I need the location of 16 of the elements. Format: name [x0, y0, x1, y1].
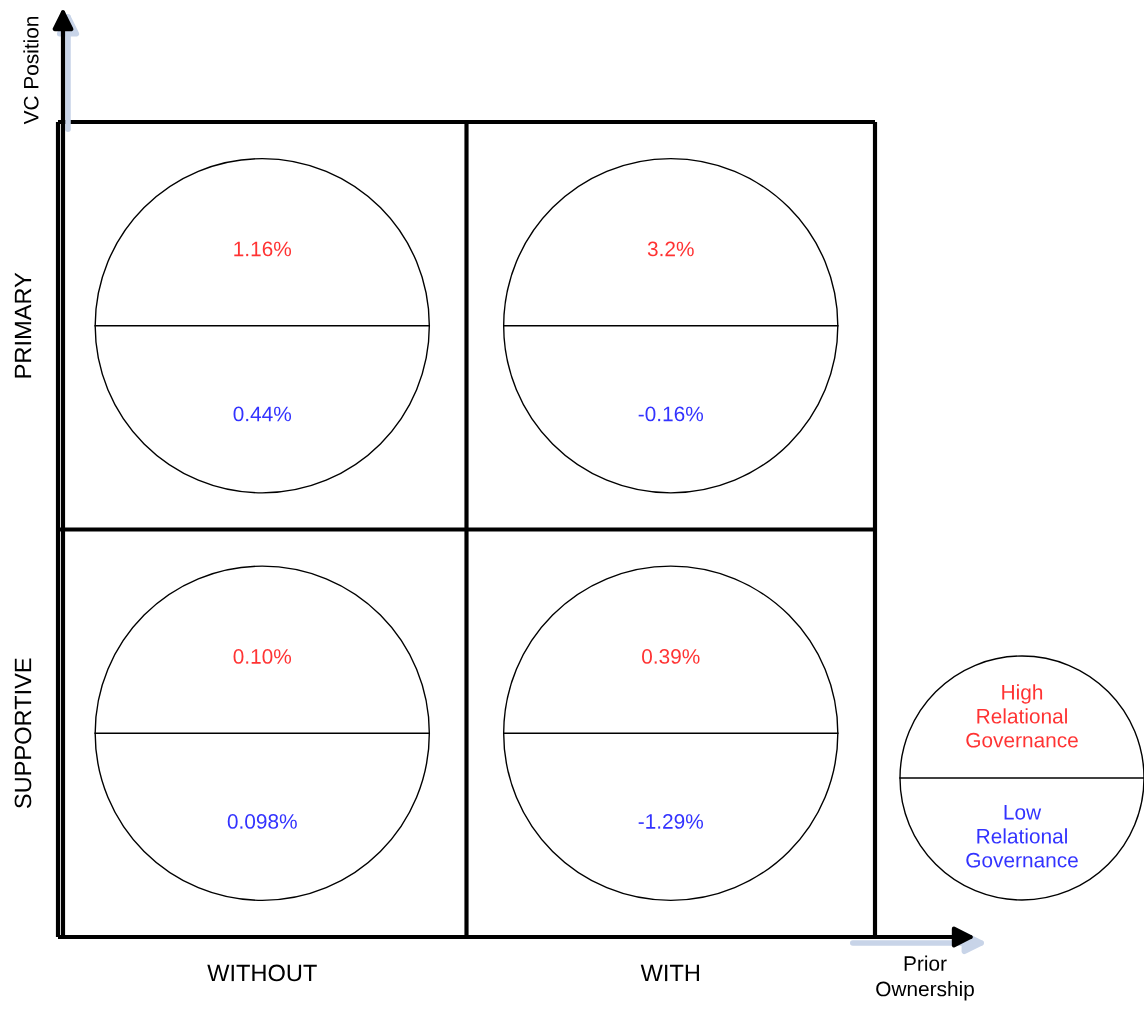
data-label: 0.39%	[642, 649, 700, 664]
data-label: -0.16%	[638, 406, 704, 422]
category-label: WITH	[640, 964, 699, 982]
text: Prior Ownership	[876, 955, 974, 1001]
data-label: 0.10%	[233, 649, 292, 664]
data-label: 0.098%	[227, 814, 297, 829]
text: VC Position	[23, 16, 39, 125]
legend-label: Low Relational Governance	[966, 805, 1078, 868]
legend-label: High Relational Governance	[966, 684, 1078, 748]
data-label: -1.29%	[638, 814, 704, 829]
category-label: SUPPORTIVE	[14, 658, 32, 809]
data-label: 0.44%	[233, 406, 292, 422]
data-label: 3.2%	[647, 241, 694, 257]
data-label: 1.16%	[234, 241, 292, 257]
category-label: PRIMARY	[14, 272, 32, 378]
category-label: WITHOUT	[207, 964, 317, 982]
